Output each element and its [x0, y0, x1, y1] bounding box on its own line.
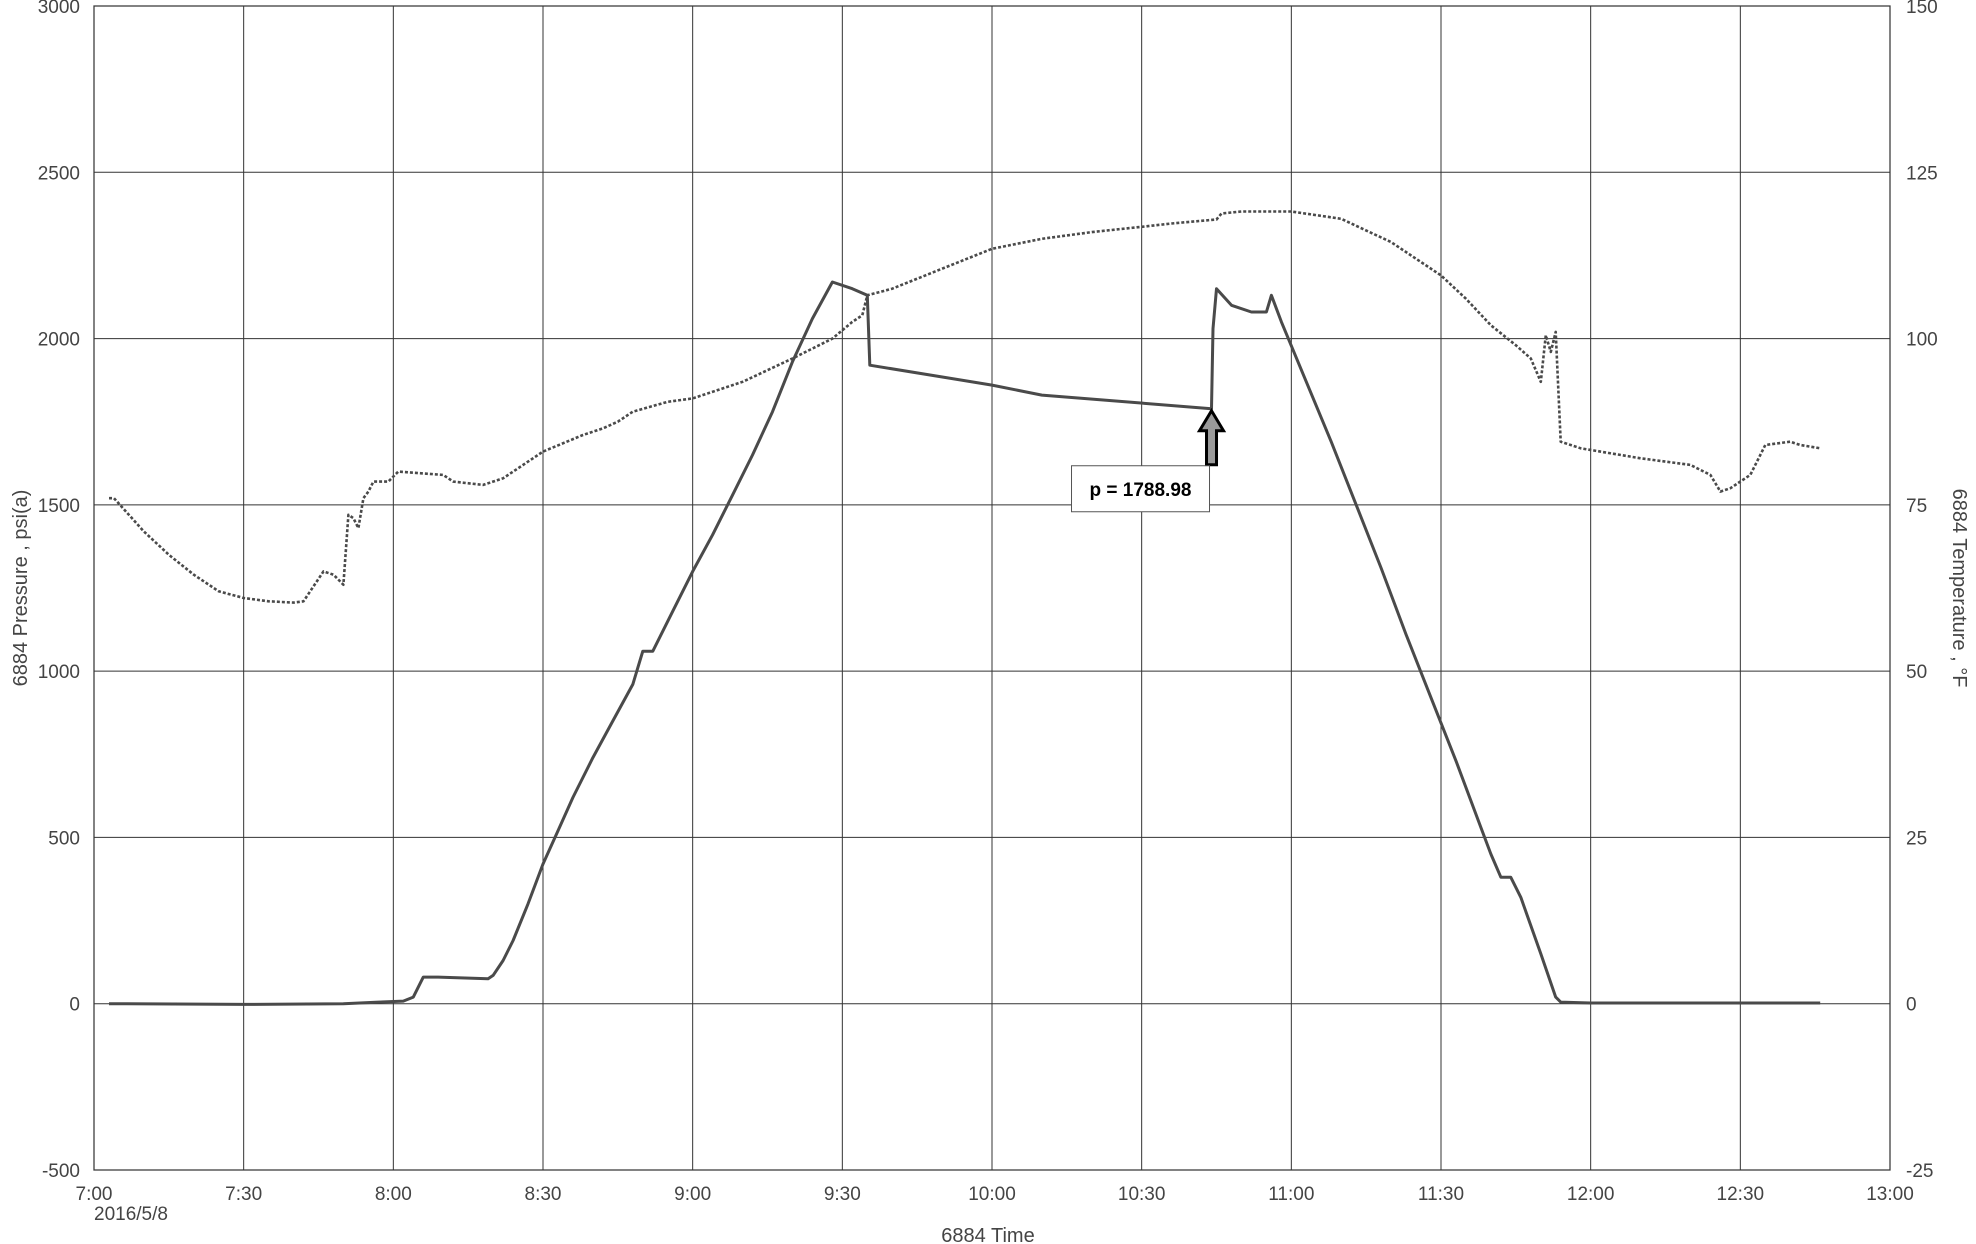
x-tick-label: 13:00: [1866, 1184, 1914, 1205]
x-tick-label: 9:30: [824, 1184, 861, 1205]
y-axis-title: 6884 Pressure , psi(a): [10, 490, 32, 687]
tick-labels: 7:00 7:30 8:00 8:30 9:00 9:30 10:00 10:30 11:00 1…: [38, 0, 1938, 1205]
y2-tick-label: 100: [1906, 330, 1938, 351]
series-layer: [108, 210, 1821, 1006]
y-tick-label: -500: [42, 1161, 80, 1182]
pressure-series-line: [108, 280, 1821, 1006]
x-tick-label: 8:00: [375, 1184, 412, 1205]
x-tick-label: 7:00: [76, 1184, 113, 1205]
annotation-arrow-icon: [1196, 407, 1227, 467]
y-tick-label: 1000: [38, 662, 80, 683]
annotation-label: p = 1788.98: [1090, 480, 1192, 501]
temperature-series-line: [109, 210, 1821, 604]
x-tick-label: 9:00: [674, 1184, 711, 1205]
y-tick-label: 3000: [38, 0, 80, 18]
x-tick-label: 12:00: [1567, 1184, 1615, 1205]
y2-axis-title: 6884 Temperature , °F: [1948, 489, 1970, 688]
gridlines: [93, 5, 1891, 1171]
y-tick-label: 2500: [38, 163, 80, 184]
x-tick-label: 11:00: [1268, 1184, 1314, 1205]
x-axis-title: 6884 Time: [941, 1225, 1034, 1244]
y-tick-label: 500: [48, 828, 80, 849]
y-tick-label: 0: [69, 995, 80, 1016]
date-label: 2016/5/8: [94, 1204, 168, 1225]
annotation-box: [1071, 465, 1211, 513]
y2-tick-label: 150: [1906, 0, 1938, 18]
y2-tick-label: 75: [1906, 496, 1927, 517]
y-tick-label: 2000: [38, 330, 80, 351]
x-tick-label: 10:30: [1118, 1184, 1166, 1205]
x-tick-label: 10:00: [968, 1184, 1016, 1205]
x-tick-label: 11:30: [1418, 1184, 1464, 1205]
y2-tick-label: 125: [1906, 163, 1938, 184]
y2-tick-label: -25: [1906, 1161, 1933, 1182]
x-tick-label: 8:30: [525, 1184, 562, 1205]
y2-tick-label: 50: [1906, 662, 1927, 683]
x-tick-label: 7:30: [225, 1184, 262, 1205]
x-tick-label: 12:30: [1717, 1184, 1765, 1205]
annotation-layer: p = 1788.98: [1071, 407, 1227, 513]
y2-tick-label: 25: [1906, 828, 1927, 849]
y2-tick-label: 0: [1906, 995, 1917, 1016]
y-tick-label: 1500: [38, 496, 80, 517]
